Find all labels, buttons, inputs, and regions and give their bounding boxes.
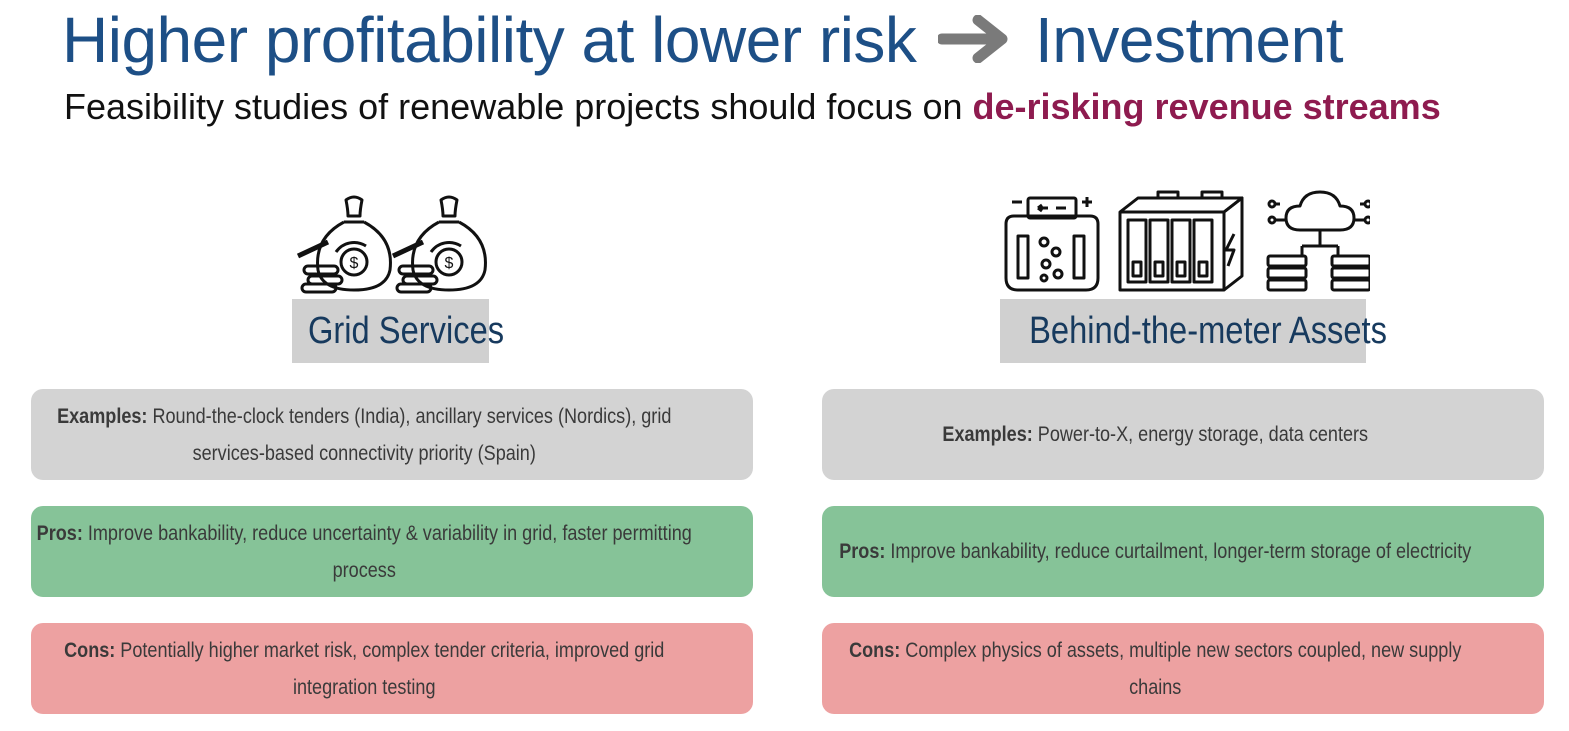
grid-services-icons: $ $ — [294, 192, 494, 301]
subtitle: Feasibility studies of renewable project… — [64, 84, 1441, 130]
title-right: Investment — [1034, 4, 1344, 76]
cons-text: Complex physics of assets, multiple new … — [899, 638, 1461, 699]
electrolyzer-icon — [1004, 196, 1100, 292]
subtitle-highlight: de-risking revenue streams — [972, 86, 1441, 127]
cloud-server-icon — [1266, 190, 1373, 292]
behind-meter-examples-card: Examples: Power-to-X, energy storage, da… — [822, 389, 1544, 480]
grid-services-examples-card: Examples: Round-the-clock tenders (India… — [31, 389, 753, 480]
behind-meter-heading: Behind-the-meter Assets — [1000, 299, 1387, 363]
title-left: Higher profitability at lower risk — [62, 4, 917, 76]
cons-text: Potentially higher market risk, complex … — [114, 638, 664, 699]
examples-text: Round-the-clock tenders (India), ancilla… — [146, 404, 671, 465]
pros-label: Pros: — [838, 540, 885, 563]
cons-label: Cons: — [848, 638, 900, 662]
battery-storage-icon — [1118, 190, 1244, 292]
cons-label: Cons: — [63, 638, 115, 662]
behind-meter-cons-card: Cons: Complex physics of assets, multipl… — [822, 623, 1544, 714]
pros-label: Pros: — [36, 521, 83, 545]
arrow-right-icon — [936, 1, 1012, 81]
money-bag-icon: $ $ — [296, 195, 487, 294]
behind-meter-pros-card: Pros: Improve bankability, reduce curtai… — [822, 506, 1544, 597]
page-title: Higher profitability at lower risk Inves… — [62, 0, 1344, 85]
grid-services-pros-card: Pros: Improve bankability, reduce uncert… — [31, 506, 753, 597]
examples-label: Examples: — [941, 423, 1033, 446]
pros-text: Improve bankability, reduce curtailment,… — [884, 540, 1471, 563]
subtitle-text: Feasibility studies of renewable project… — [64, 86, 973, 127]
examples-label: Examples: — [56, 404, 147, 428]
grid-services-cons-card: Cons: Potentially higher market risk, co… — [31, 623, 753, 714]
examples-text: Power-to-X, energy storage, data centers — [1032, 423, 1368, 446]
behind-meter-icons — [1004, 190, 1373, 301]
pros-text: Improve bankability, reduce uncertainty … — [82, 521, 692, 582]
svg-text:$: $ — [350, 255, 359, 272]
grid-services-heading: Grid Services — [292, 299, 504, 363]
svg-text:$: $ — [445, 255, 454, 272]
